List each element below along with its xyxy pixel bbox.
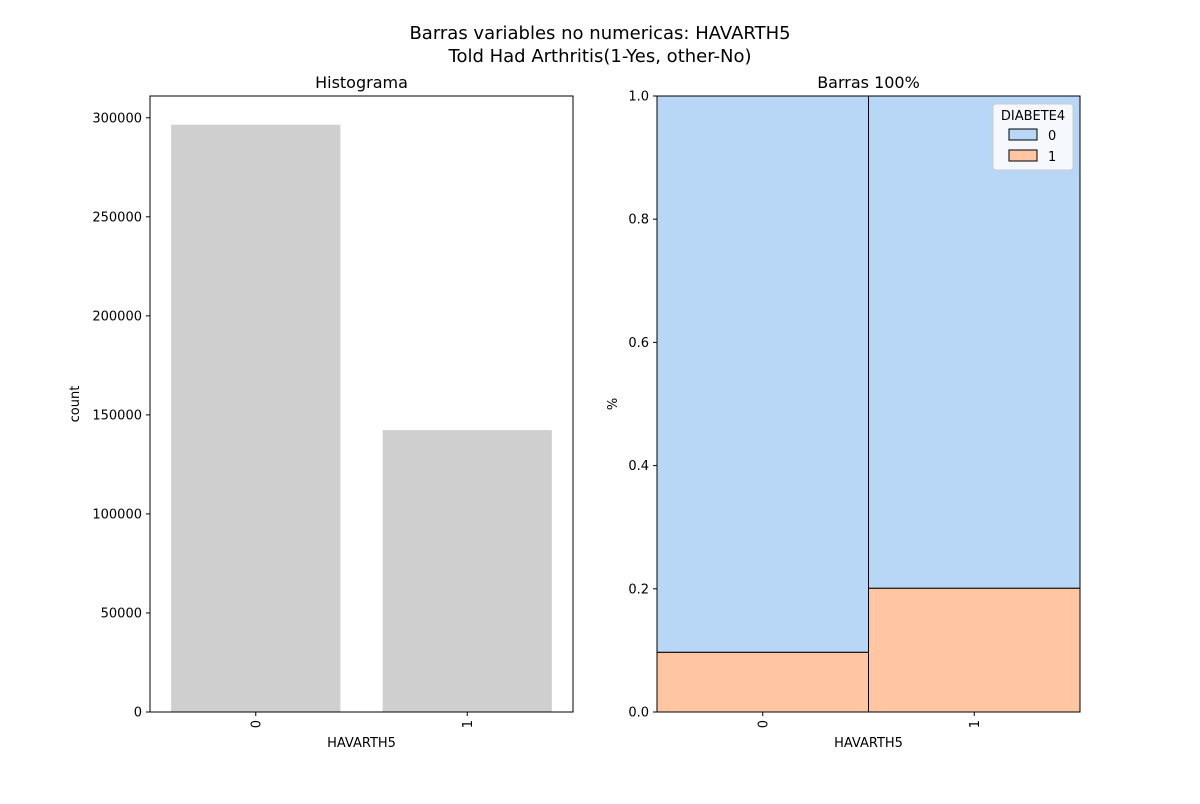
histogram-x-axis-label: HAVARTH5 bbox=[327, 736, 396, 751]
histogram-x-tick-label: 0 bbox=[249, 720, 264, 728]
stacked-y-axis-label: % bbox=[606, 398, 621, 410]
histogram-y-tick-label: 200000 bbox=[92, 309, 142, 324]
histogram-y-tick-label: 0 bbox=[134, 706, 142, 721]
stacked-y-tick-label: 0.2 bbox=[628, 582, 649, 597]
stacked-chart-title: Barras 100% bbox=[817, 73, 920, 92]
stacked-x-axis-label: HAVARTH5 bbox=[834, 736, 903, 751]
stacked-bar-0-diabete4-1 bbox=[656, 651, 869, 713]
stacked-axes-frame bbox=[656, 95, 1081, 713]
histogram-bar-0 bbox=[171, 124, 341, 712]
figure-title-line-1: Barras variables no numericas: HAVARTH5 bbox=[409, 23, 790, 44]
histogram-chart: Histograma 0 50000 100000 150000 200000 25000… bbox=[68, 73, 574, 751]
legend-swatch-1 bbox=[1008, 149, 1038, 162]
histogram-axes-frame bbox=[149, 95, 574, 713]
histogram-bars bbox=[171, 124, 552, 712]
histogram-y-tick-label: 50000 bbox=[101, 606, 142, 621]
histogram-y-tick-label: 150000 bbox=[92, 408, 142, 423]
stacked-bars bbox=[656, 95, 1081, 713]
histogram-y-ticks: 0 50000 100000 150000 200000 250000 300000 bbox=[92, 111, 150, 721]
stacked-y-tick-label: 0.0 bbox=[628, 706, 649, 721]
stacked-y-tick-label: 1.0 bbox=[628, 90, 649, 105]
legend-label-1: 1 bbox=[1048, 150, 1056, 165]
stacked-y-tick-label: 0.8 bbox=[628, 213, 649, 228]
figure-title-line-2: Told Had Arthritis(1-Yes, other-No) bbox=[448, 46, 752, 67]
stacked-x-tick-label: 0 bbox=[756, 720, 771, 728]
histogram-y-tick-label: 250000 bbox=[92, 210, 142, 225]
stacked-y-ticks: 0.0 0.2 0.4 0.6 0.8 1.0 bbox=[628, 90, 657, 721]
legend-label-0: 0 bbox=[1048, 129, 1056, 144]
histogram-x-tick-label: 1 bbox=[461, 720, 476, 728]
legend-swatch-0 bbox=[1008, 128, 1038, 141]
histogram-bar-1 bbox=[382, 430, 552, 712]
stacked-y-tick-label: 0.6 bbox=[628, 336, 649, 351]
stacked-x-tick-label: 1 bbox=[968, 720, 983, 728]
histogram-title: Histograma bbox=[315, 73, 408, 92]
legend-title: DIABETE4 bbox=[1001, 109, 1065, 124]
stacked-bar-0-diabete4-0 bbox=[656, 95, 869, 653]
legend: DIABETE4 0 1 bbox=[992, 103, 1074, 171]
stacked-bar-1-diabete4-1 bbox=[868, 587, 1081, 713]
histogram-y-tick-label: 300000 bbox=[92, 111, 142, 126]
histogram-y-axis-label: count bbox=[68, 386, 83, 423]
histogram-y-tick-label: 100000 bbox=[92, 507, 142, 522]
stacked-y-tick-label: 0.4 bbox=[628, 459, 649, 474]
